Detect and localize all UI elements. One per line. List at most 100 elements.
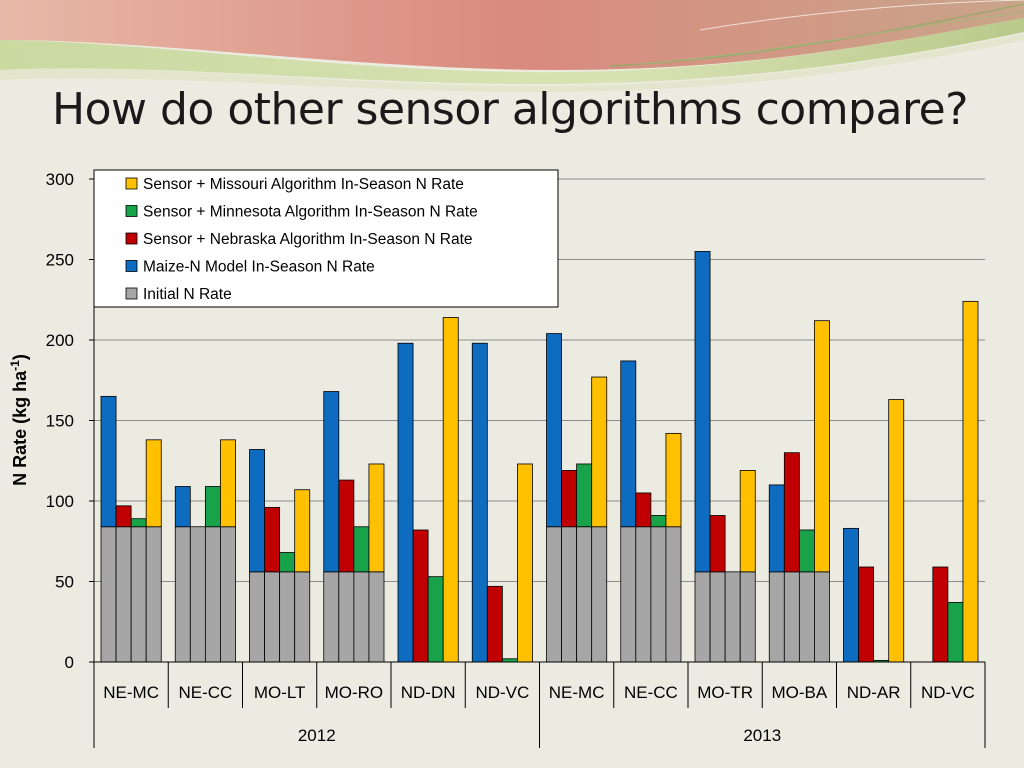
bar-initial-n-rate	[650, 526, 667, 663]
bar-initial-n-rate	[115, 526, 132, 663]
x-tick-label: NE-CC	[178, 683, 232, 702]
bar-missouri	[442, 317, 459, 663]
x-group-label: 2012	[298, 726, 336, 745]
bar-missouri	[294, 489, 311, 573]
legend-box	[93, 169, 559, 308]
legend-swatch-nebraska	[125, 232, 138, 245]
bar-nebraska	[412, 529, 429, 663]
bar-missouri	[665, 432, 682, 528]
bar-initial-n-rate	[798, 571, 815, 663]
y-axis-title: N Rate (kg ha-1)	[8, 354, 30, 486]
legend-label: Maize-N Model In-Season N Rate	[143, 259, 375, 276]
bar-initial-n-rate	[368, 571, 385, 663]
x-tick-label: MO-LT	[254, 683, 306, 702]
bar-nebraska	[115, 505, 132, 528]
bar-minnesota	[279, 552, 296, 573]
bar-maize	[174, 486, 191, 528]
bar-maize	[546, 333, 562, 528]
bar-initial-n-rate	[353, 571, 370, 663]
bar-nebraska	[709, 515, 726, 573]
bar-minnesota	[427, 576, 444, 663]
bar-maize	[694, 251, 711, 573]
y-tick-label: 0	[65, 653, 74, 672]
bar-initial-n-rate	[249, 571, 265, 663]
y-tick-label: 250	[46, 251, 74, 270]
bar-nebraska	[932, 566, 949, 663]
x-tick-label: ND-AR	[847, 683, 901, 702]
bar-missouri	[591, 376, 608, 528]
bar-missouri	[888, 399, 905, 663]
bar-initial-n-rate	[145, 526, 162, 663]
bar-missouri	[368, 463, 385, 573]
x-tick-label: ND-DN	[401, 683, 456, 702]
legend-swatch-missouri	[125, 177, 138, 190]
bar-missouri	[814, 320, 830, 573]
bar-maize	[620, 360, 637, 528]
bar-nebraska	[858, 566, 875, 663]
x-tick-label: ND-VC	[921, 683, 975, 702]
bar-minnesota	[204, 486, 221, 528]
x-tick-label: NE-MC	[103, 683, 159, 702]
bar-maize	[768, 484, 785, 573]
bar-initial-n-rate	[561, 526, 578, 663]
legend-label: Sensor + Nebraska Algorithm In-Season N …	[143, 231, 473, 248]
y-tick-label: 150	[46, 412, 74, 431]
bar-initial-n-rate	[279, 571, 296, 663]
legend-label: Initial N Rate	[143, 286, 232, 303]
bar-minnesota	[798, 529, 815, 573]
bar-initial-n-rate	[694, 571, 711, 663]
slide-title: How do other sensor algorithms compare?	[52, 84, 969, 135]
bar-missouri	[517, 463, 533, 663]
bar-initial-n-rate	[635, 526, 652, 663]
bar-maize	[843, 527, 859, 663]
bar-nebraska	[338, 479, 355, 573]
legend-label: Sensor + Minnesota Algorithm In-Season N…	[143, 204, 478, 221]
bar-initial-n-rate	[768, 571, 785, 663]
bar-nebraska	[264, 507, 281, 573]
bar-maize	[100, 395, 117, 528]
x-tick-label: MO-RO	[325, 683, 384, 702]
legend-swatch-minnesota	[125, 205, 138, 217]
legend-label: Sensor + Missouri Algorithm In-Season N …	[143, 176, 464, 193]
bar-minnesota	[353, 526, 370, 573]
bar-missouri	[220, 439, 236, 528]
bar-minnesota	[650, 515, 667, 528]
bar-initial-n-rate	[130, 526, 147, 663]
legend: Sensor + Missouri Algorithm In-Season N …	[93, 169, 559, 308]
bar-missouri	[739, 470, 756, 573]
bar-initial-n-rate	[814, 571, 830, 663]
bar-initial-n-rate	[546, 526, 562, 663]
bar-initial-n-rate	[174, 526, 191, 663]
bar-nebraska	[635, 492, 652, 528]
legend-swatch-maize	[125, 260, 138, 272]
legend-swatch-initial	[125, 287, 138, 300]
bar-nebraska	[783, 452, 800, 573]
bar-minnesota	[947, 602, 964, 663]
x-group-label: 2013	[743, 726, 781, 745]
bar-initial-n-rate	[724, 571, 741, 663]
bar-maize	[323, 391, 340, 573]
bar-initial-n-rate	[294, 571, 311, 663]
bar-minnesota	[576, 463, 593, 528]
bar-initial-n-rate	[323, 571, 340, 663]
bar-initial-n-rate	[620, 526, 637, 663]
y-tick-label: 100	[46, 492, 74, 511]
bar-maize	[397, 342, 414, 663]
bar-initial-n-rate	[338, 571, 355, 663]
bar-initial-n-rate	[576, 526, 593, 663]
bar-minnesota	[130, 518, 147, 528]
bar-initial-n-rate	[709, 571, 726, 663]
bar-initial-n-rate	[591, 526, 608, 663]
bar-missouri	[145, 439, 162, 528]
y-tick-label: 200	[46, 331, 74, 350]
bar-initial-n-rate	[264, 571, 281, 663]
y-tick-label: 300	[46, 170, 74, 189]
bar-initial-n-rate	[783, 571, 800, 663]
bar-nebraska	[561, 470, 578, 528]
bar-nebraska	[486, 585, 503, 663]
bar-initial-n-rate	[220, 526, 236, 663]
bar-missouri	[962, 300, 979, 663]
